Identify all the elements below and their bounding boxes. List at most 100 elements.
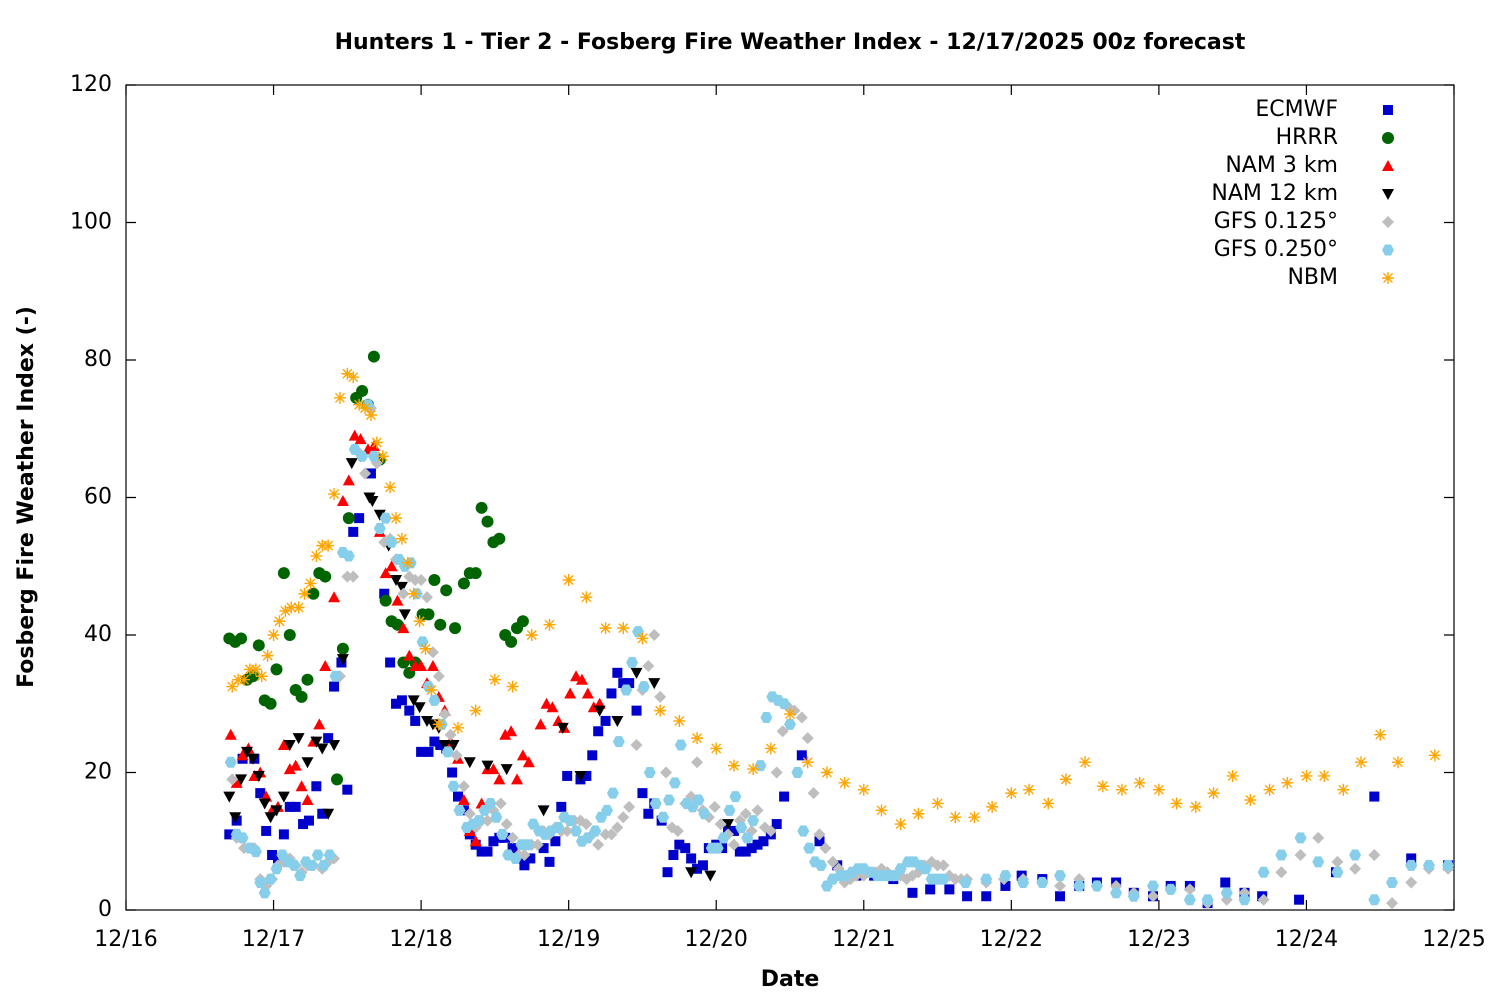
data-point <box>404 705 415 716</box>
data-point <box>1349 849 1362 861</box>
data-point <box>236 749 249 761</box>
data-point <box>398 609 411 621</box>
data-point <box>329 681 340 692</box>
data-point <box>727 759 740 772</box>
data-point <box>379 567 392 579</box>
data-point <box>366 495 379 507</box>
data-point <box>484 797 497 809</box>
data-point <box>826 855 839 868</box>
data-point <box>347 570 360 583</box>
data-point <box>469 567 482 580</box>
data-point <box>413 702 426 714</box>
data-point <box>292 601 305 614</box>
data-point <box>226 680 239 693</box>
data-point <box>612 667 623 678</box>
data-point <box>434 618 447 631</box>
data-point <box>379 512 392 524</box>
data-point <box>323 849 336 861</box>
data-point <box>949 811 962 824</box>
data-point <box>1312 856 1325 868</box>
data-point <box>1275 849 1288 861</box>
y-tick-label: 20 <box>84 760 112 785</box>
legend-marker <box>1383 105 1393 115</box>
data-point <box>428 694 441 706</box>
data-point <box>704 870 717 882</box>
legend-label: ECMWF <box>1255 97 1338 122</box>
x-tick-label: 12/21 <box>832 927 895 952</box>
data-point <box>463 807 476 820</box>
data-point <box>674 739 687 751</box>
data-point <box>1054 870 1067 882</box>
data-point <box>624 678 635 689</box>
data-point <box>618 678 629 689</box>
data-point <box>236 832 249 844</box>
data-point <box>415 574 428 586</box>
data-point <box>1096 780 1109 793</box>
y-tick-label: 120 <box>70 72 112 97</box>
data-point <box>611 821 624 834</box>
x-tick-label: 12/16 <box>94 927 157 952</box>
data-point <box>311 849 324 861</box>
data-point <box>674 839 685 850</box>
data-point <box>223 791 236 803</box>
data-point <box>345 458 358 470</box>
data-point <box>429 736 440 747</box>
data-point <box>353 398 366 411</box>
data-point <box>1189 800 1202 813</box>
data-point <box>919 863 932 875</box>
data-point <box>1406 853 1417 864</box>
data-point <box>999 870 1012 882</box>
legend-label: GFS 0.250° <box>1214 237 1338 262</box>
data-point <box>279 604 292 617</box>
data-point <box>496 828 509 840</box>
data-point <box>264 697 277 710</box>
data-point <box>937 873 950 885</box>
data-point <box>807 787 820 800</box>
data-point <box>710 742 723 755</box>
data-point <box>1005 787 1018 800</box>
data-point <box>469 835 482 847</box>
data-point <box>342 550 355 562</box>
data-point <box>509 852 522 864</box>
x-tick-label: 12/24 <box>1275 927 1338 952</box>
data-point <box>685 867 698 879</box>
data-point <box>1369 791 1380 802</box>
data-point <box>1318 769 1331 782</box>
y-tick-label: 60 <box>84 485 112 510</box>
legend-marker <box>1382 189 1394 200</box>
data-point <box>1386 877 1399 888</box>
data-point <box>1312 831 1325 844</box>
data-point <box>289 759 302 771</box>
data-point <box>747 815 760 827</box>
data-point <box>348 443 361 455</box>
data-point <box>230 776 243 788</box>
x-tick-label: 12/17 <box>242 927 305 952</box>
data-point <box>630 667 643 679</box>
data-point <box>1023 783 1036 796</box>
data-point <box>561 824 574 837</box>
data-point <box>397 587 410 600</box>
data-point <box>727 838 740 851</box>
data-point <box>453 804 466 816</box>
data-point <box>581 770 592 781</box>
data-point <box>636 632 649 645</box>
data-point <box>556 722 569 734</box>
data-point <box>440 584 453 597</box>
data-point <box>303 815 314 826</box>
data-point <box>779 791 790 802</box>
data-point <box>648 629 661 641</box>
data-point <box>246 753 259 765</box>
data-point <box>521 839 534 851</box>
x-tick-label: 12/25 <box>1422 927 1485 952</box>
data-point <box>741 832 754 844</box>
data-point <box>421 591 434 604</box>
data-point <box>373 522 386 534</box>
data-point <box>600 715 611 726</box>
data-point <box>784 718 796 730</box>
data-point <box>980 873 993 885</box>
data-point <box>301 673 314 686</box>
data-point <box>531 838 544 851</box>
data-point <box>838 776 851 789</box>
data-point <box>356 450 369 462</box>
